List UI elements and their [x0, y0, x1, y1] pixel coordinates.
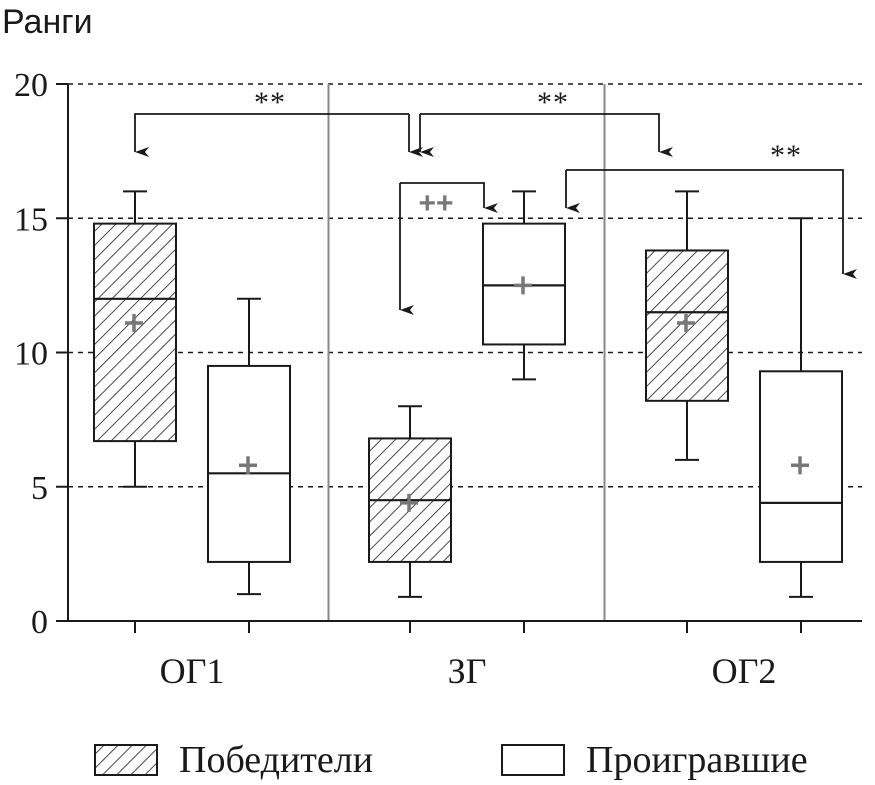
- x-category-label: ОГ1: [160, 651, 225, 691]
- x-category-label: ЗГ: [448, 651, 487, 691]
- y-axis-title: Ранги: [2, 3, 93, 41]
- y-tick-label: 10: [14, 336, 48, 373]
- grid-lines: [68, 83, 862, 488]
- y-tick-label: 15: [14, 201, 48, 238]
- box-winners-3: [645, 190, 729, 461]
- x-category-label: ОГ2: [712, 651, 777, 691]
- box-winners-1: [93, 190, 177, 488]
- significance-label: **: [537, 86, 569, 119]
- bracket-zg-inner-right: [400, 182, 498, 213]
- box-winners-2: [368, 405, 452, 598]
- legend-swatch-1: [94, 744, 158, 776]
- significance-label: **: [770, 139, 802, 172]
- significance-label: ++: [418, 187, 453, 220]
- y-tick-label: 0: [31, 604, 48, 641]
- bracket-zg-og2-right: [420, 113, 673, 157]
- legend: Победители Проигравшие: [94, 739, 808, 781]
- x-ticks: ОГ1 ЗГ ОГ2: [134, 621, 802, 691]
- box-losers-1: [207, 297, 291, 596]
- bracket-og1-zg-left: [134, 113, 409, 157]
- box-losers-2: [482, 190, 566, 381]
- bracket-og2-inner-right: [566, 169, 857, 279]
- y-tick-label: 20: [14, 67, 48, 104]
- box-losers-3: [759, 217, 843, 598]
- y-ticks: 0 5 10 15 20: [14, 67, 68, 641]
- significance-annotations: ** ** ++ **: [134, 86, 857, 315]
- legend-swatch-2: [501, 744, 565, 776]
- significance-label: **: [254, 86, 286, 119]
- legend-label-2: Проигравшие: [586, 739, 808, 781]
- boxes: [93, 190, 843, 598]
- legend-label-1: Победители: [179, 739, 373, 781]
- box-body: [93, 222, 177, 443]
- y-tick-label: 5: [31, 470, 48, 507]
- group-dividers: [327, 84, 606, 621]
